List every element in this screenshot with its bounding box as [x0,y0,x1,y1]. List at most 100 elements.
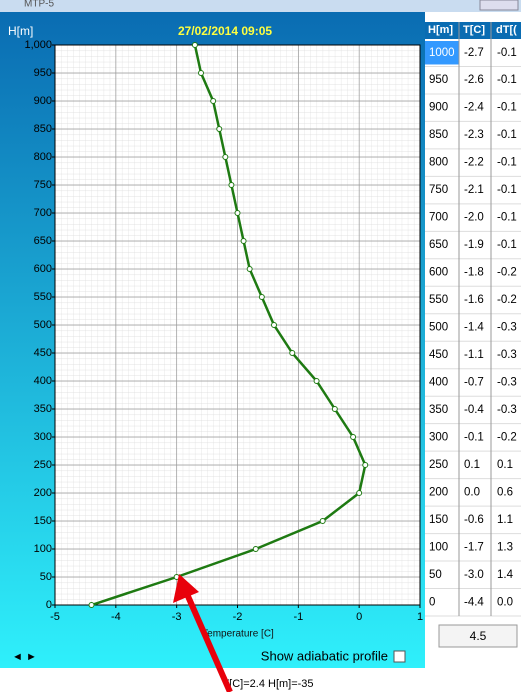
y-tick-label: 350 [34,403,52,415]
table-cell: 800 [429,157,448,169]
y-axis-label: H[m] [8,24,33,38]
table-cell: -2.6 [464,74,484,86]
table-cell: -2.3 [464,129,484,141]
table-cell: -0.1 [497,157,517,169]
table-cell: -1.1 [464,349,484,361]
y-tick-label: 600 [34,263,52,275]
y-tick-label: 400 [34,375,52,387]
table-cell: -2.1 [464,184,484,196]
window-title: MTP-5 [24,0,54,10]
profile-point [234,210,241,216]
table-cell: -2.2 [464,157,484,169]
profile-point [216,126,223,132]
y-tick-label: 250 [34,459,52,471]
table-cell: 0.1 [497,459,513,471]
close-button[interactable] [479,0,519,11]
plot-border [54,44,421,606]
x-axis-label: Temperature [C] [202,629,274,640]
table-cell: -0.6 [464,514,484,526]
x-tick-label: -3 [172,611,182,623]
table-cell: 200 [429,486,448,498]
x-tick-label: 1 [417,611,423,623]
y-tick-label: 300 [34,431,52,443]
table-cell: -0.1 [497,239,517,251]
table-cell: -3.0 [464,569,484,581]
table-cell: 900 [429,102,448,114]
y-tick-label: 650 [34,235,52,247]
table-cell: -2.0 [464,212,484,224]
table-cell: 500 [429,322,448,334]
table-cell: -0.3 [497,349,517,361]
table-cell: 300 [429,431,448,443]
table-cell: -2.4 [464,102,484,114]
value-box[interactable] [438,624,518,648]
table-cell: -1.7 [464,541,484,553]
table-header: T[C] [463,24,485,36]
table-cell: 1.1 [497,514,513,526]
x-tick-label: -2 [233,611,243,623]
table-cell: -0.2 [497,294,517,306]
table-header-bg [425,22,521,39]
x-tick-label: -5 [50,611,60,623]
profile-point [258,294,265,300]
status-text: T[C]=2.4 H[m]=-35 [222,678,313,690]
selected-cell [425,41,459,65]
annotation-arrow [184,592,233,692]
table-cell: 1.4 [497,569,514,581]
profile-point [222,154,229,160]
table-cell: -4.4 [464,596,484,608]
table-cell: -0.1 [497,184,517,196]
table-cell: -0.2 [497,267,517,279]
table-cell: -1.8 [464,267,484,279]
adiabatic-checkbox[interactable] [393,650,406,663]
profile-point [198,70,204,76]
table-header: dT[( [496,24,517,36]
profile-point [210,98,217,104]
table-cell: 150 [429,514,448,526]
profile-point [356,490,363,496]
profile-point [350,434,357,440]
x-tick-label: -1 [293,611,303,623]
table-cell: 0.0 [497,596,513,608]
table-cell: 0 [429,596,435,608]
table-cell: 1000 [429,47,455,59]
profile-point [191,42,198,48]
title-bar [0,0,521,12]
table-cell: 50 [429,569,442,581]
table-cell: 0.0 [464,486,480,498]
table-cell: -1.9 [464,239,484,251]
table-cell: -0.1 [497,129,517,141]
profile-point [319,518,326,524]
table-cell: 450 [429,349,448,361]
table-cell: -2.7 [464,47,484,59]
table-cell: 400 [429,376,448,388]
value-box-text: 4.5 [470,629,487,643]
table-cell: -1.6 [464,294,484,306]
table-cell: -0.1 [497,74,517,86]
table-cell: -0.3 [497,404,517,416]
y-tick-label: 850 [34,123,52,135]
chart-title: 27/02/2014 09:05 [178,24,272,38]
table-cell: 650 [429,239,448,251]
table-cell: -0.1 [497,102,517,114]
profile-point [289,350,296,356]
table-cell: -0.7 [464,376,484,388]
y-tick-label: 550 [34,291,52,303]
table-cell: 0.6 [497,486,513,498]
table-cell: 600 [429,267,448,279]
profile-point [271,322,277,328]
table-cell: 550 [429,294,448,306]
y-tick-label: 0 [46,599,52,611]
table-cell: -0.4 [464,404,484,416]
profile-point [362,462,369,468]
table-cell: -0.1 [497,212,517,224]
y-tick-label: 200 [34,487,52,499]
profile-point [88,602,95,608]
table-header: H[m] [428,24,453,36]
y-tick-label: 700 [34,207,52,219]
y-tick-label: 500 [34,319,52,331]
nav-arrows[interactable]: ◄ ► [12,651,37,663]
adiabatic-label: Show adiabatic profile [261,648,388,663]
x-tick-label: 0 [356,611,362,623]
